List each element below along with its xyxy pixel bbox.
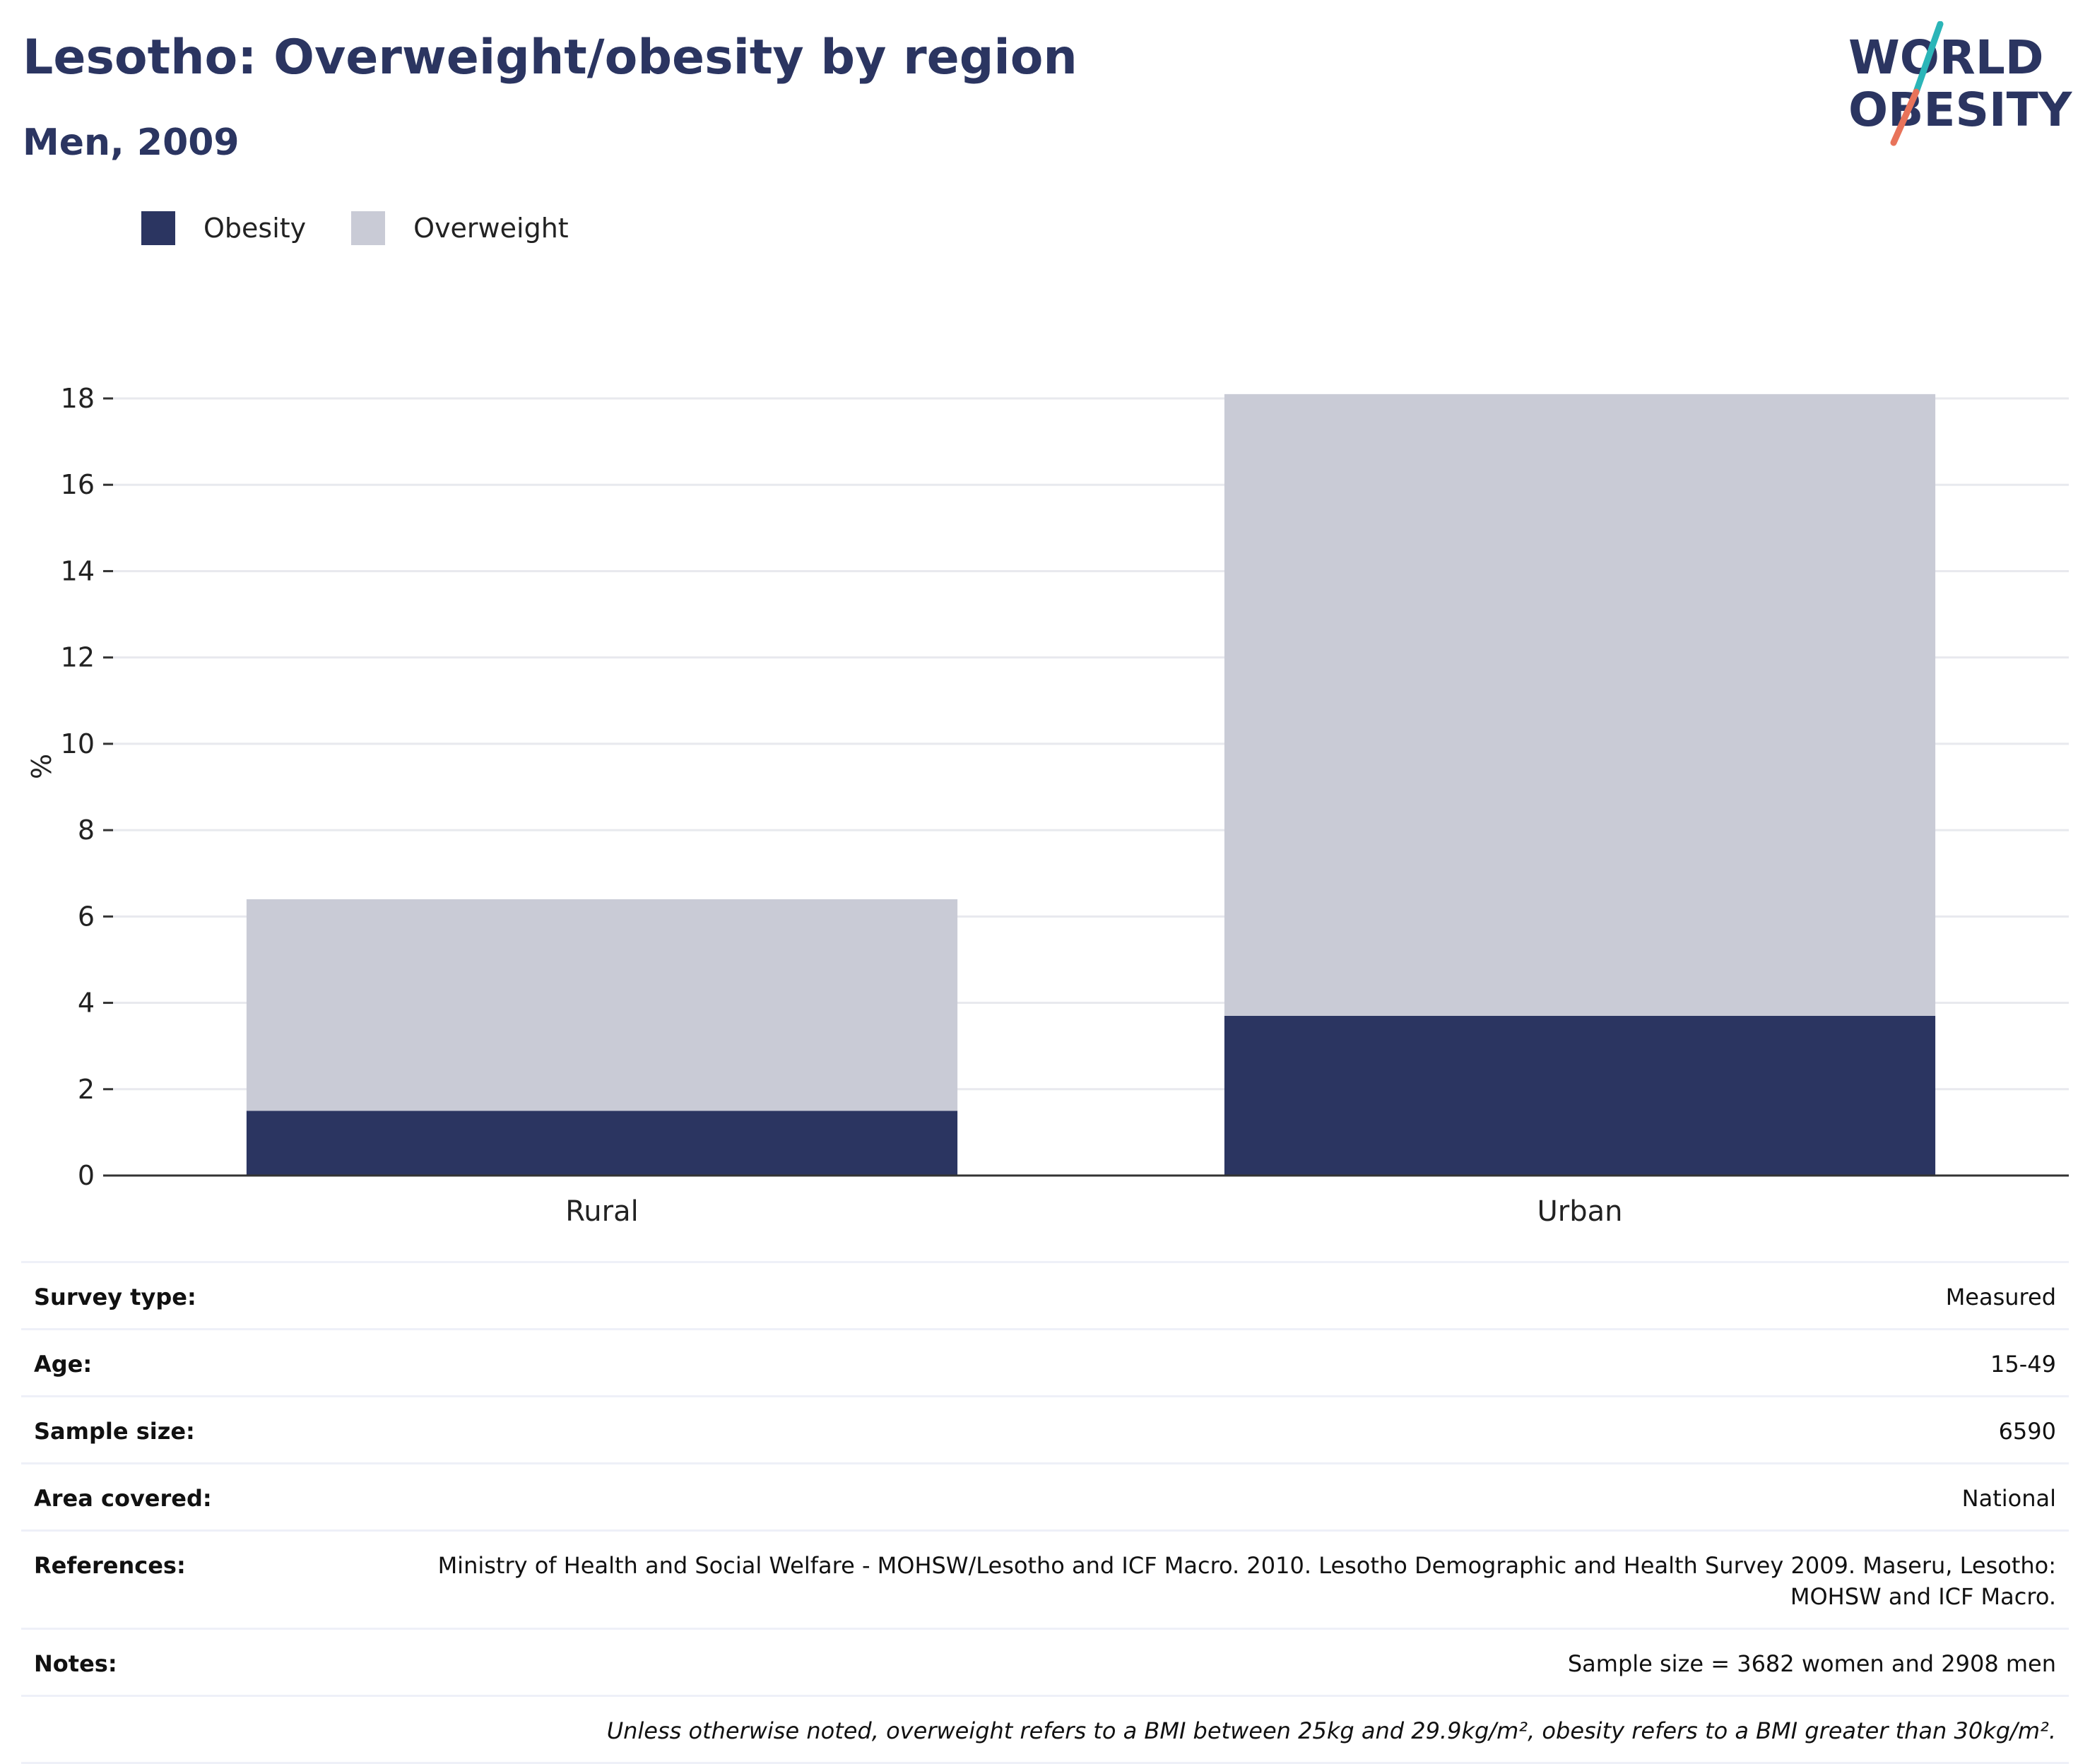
info-value: 15-49 <box>1990 1351 2056 1378</box>
info-row-references: References: Ministry of Health and Socia… <box>21 1532 2069 1630</box>
bar-rural-obesity <box>246 1111 958 1176</box>
info-row-area-covered: Area covered: National <box>21 1464 2069 1532</box>
info-row-sample-size: Sample size: 6590 <box>21 1397 2069 1464</box>
y-tick-label: 14 <box>61 555 95 586</box>
y-tick-label: 2 <box>78 1074 95 1105</box>
info-row-notes: Notes: Sample size = 3682 women and 2908… <box>21 1630 2069 1697</box>
bar-urban-overweight <box>1224 393 1936 1016</box>
y-tick-label: 16 <box>61 469 95 500</box>
bar-rural-overweight <box>246 899 958 1111</box>
logo-text-obesity: OBESITY <box>1848 83 2073 137</box>
info-key: Area covered: <box>34 1485 212 1512</box>
info-row-age: Age: 15-49 <box>21 1330 2069 1397</box>
legend-label-obesity: Obesity <box>203 213 307 244</box>
x-tick-label: Urban <box>1537 1195 1623 1228</box>
y-tick-label: 18 <box>61 383 95 414</box>
chart-subtitle: Men, 2009 <box>23 122 240 164</box>
y-tick-label: 0 <box>78 1160 95 1191</box>
info-value: Sample size = 3682 women and 2908 men <box>1567 1650 2056 1677</box>
info-value: 6590 <box>1998 1418 2056 1445</box>
legend-item-overweight[interactable]: Overweight <box>351 211 569 245</box>
legend-label-overweight: Overweight <box>413 213 569 244</box>
chart-legend: Obesity Overweight <box>141 209 614 247</box>
y-tick-label: 12 <box>61 642 95 673</box>
bars <box>246 393 1936 1176</box>
y-tick-label: 8 <box>78 815 95 846</box>
info-value: National <box>1961 1485 2056 1512</box>
logo-text-world: WORLD <box>1848 30 2044 85</box>
logo-slash-bottom <box>1890 88 1920 146</box>
legend-swatch-overweight <box>351 211 386 245</box>
x-tick-label: Rural <box>565 1195 638 1228</box>
info-value: Ministry of Health and Social Welfare - … <box>437 1552 2056 1610</box>
y-axis-label: % <box>26 754 57 779</box>
y-tick-label: 6 <box>78 901 95 932</box>
logo-slash-top <box>1913 21 1944 95</box>
info-key: Sample size: <box>34 1418 195 1445</box>
info-row-survey-type: Survey type: Measured <box>21 1263 2069 1330</box>
bar-chart: 0 2 4 6 8 10 12 14 16 18 Rural Urban % <box>26 383 2069 1228</box>
bar-urban-obesity <box>1224 1015 1936 1176</box>
info-value: Measured <box>1945 1284 2056 1310</box>
legend-swatch-obesity <box>141 211 175 245</box>
world-obesity-logo: WORLD OBESITY <box>1848 21 2073 146</box>
survey-info-table: Survey type: Measured Age: 15-49 Sample … <box>21 1261 2069 1764</box>
bmi-footnote: Unless otherwise noted, overweight refer… <box>606 1717 2056 1744</box>
info-key: Notes: <box>34 1650 117 1677</box>
chart-title: Lesotho: Overweight/obesity by region <box>23 30 1078 85</box>
info-key: References: <box>34 1552 186 1579</box>
info-key: Survey type: <box>34 1284 196 1310</box>
y-tick-label: 10 <box>61 728 95 759</box>
y-tick-label: 4 <box>78 988 95 1019</box>
info-row-footnote: Unless otherwise noted, overweight refer… <box>21 1697 2069 1764</box>
axes: 0 2 4 6 8 10 12 14 16 18 Rural Urban <box>61 383 2069 1228</box>
legend-item-obesity[interactable]: Obesity <box>141 211 306 245</box>
info-key: Age: <box>34 1351 93 1378</box>
